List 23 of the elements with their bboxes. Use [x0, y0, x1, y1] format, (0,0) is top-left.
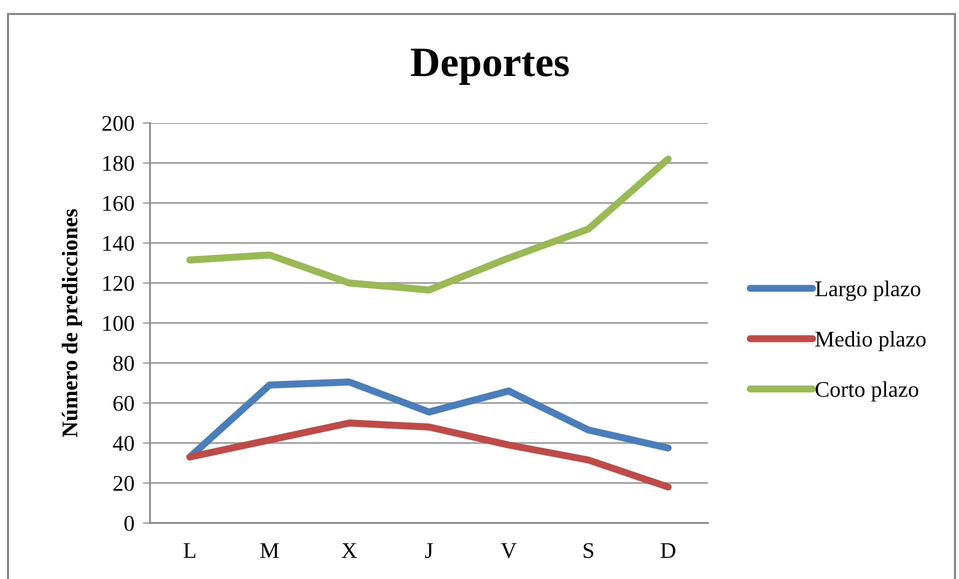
x-tick-label: D — [660, 543, 676, 558]
y-tick-label: 160 — [103, 196, 134, 211]
chart-title: Deportes — [410, 48, 569, 85]
y-tick-label: 40 — [112, 436, 134, 451]
y-tick-label: 60 — [113, 396, 134, 411]
y-tick-label: 120 — [103, 276, 134, 291]
x-tick-label: S — [584, 543, 594, 558]
legend-label: Corto plazo — [816, 381, 918, 402]
x-tick-label: M — [260, 543, 279, 558]
y-tick-label: 20 — [113, 476, 134, 491]
y-tick-label: 200 — [102, 116, 134, 131]
x-tick-label: L — [184, 543, 196, 558]
y-tick-label: 180 — [103, 156, 134, 171]
y-tick-label: 100 — [103, 316, 134, 331]
y-tick-label: 80 — [113, 356, 134, 371]
y-tick-label: 0 — [124, 516, 134, 531]
x-tick-label: X — [342, 543, 357, 558]
y-axis-title: Número de predicciones — [62, 209, 82, 437]
y-tick-label: 140 — [103, 236, 134, 251]
legend-label: Largo plazo — [815, 280, 920, 301]
x-tick-label: V — [500, 543, 516, 558]
x-tick-label: J — [425, 543, 433, 558]
legend-label: Medio plazo — [815, 331, 926, 352]
